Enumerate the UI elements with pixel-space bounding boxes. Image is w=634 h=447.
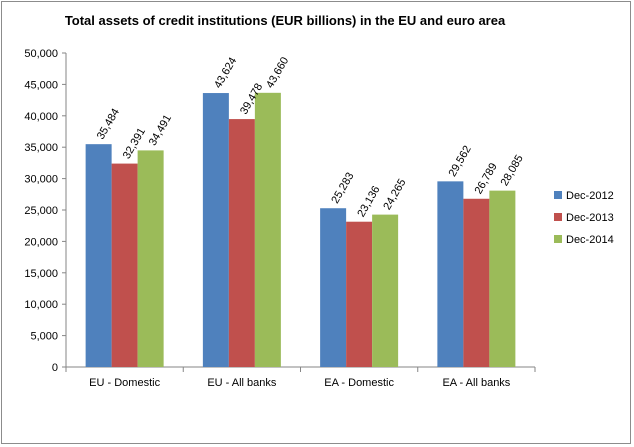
y-tick-label: 25,000	[24, 205, 58, 217]
y-tick-label: 5,000	[30, 331, 58, 343]
data-label: 23,136	[355, 184, 382, 219]
data-label: 43,624	[212, 55, 239, 90]
data-label: 25,283	[329, 171, 356, 206]
bars	[85, 92, 516, 368]
bar	[320, 208, 347, 367]
bar	[85, 144, 112, 367]
x-tick-label: EA - Domestic	[324, 377, 394, 389]
bar	[228, 119, 255, 368]
legend: Dec-2012 Dec-2013 Dec-2014	[554, 190, 614, 246]
legend-swatch	[554, 191, 562, 199]
bar	[463, 198, 490, 367]
data-label: 35,484	[95, 107, 122, 142]
bar	[254, 92, 281, 368]
data-label: 24,265	[381, 177, 408, 212]
y-tick-label: 40,000	[24, 111, 58, 123]
chart-title: Total assets of credit institutions (EUR…	[65, 13, 506, 28]
y-tick-label: 10,000	[24, 299, 58, 311]
bar	[111, 163, 138, 367]
data-label: 43,660	[264, 55, 291, 90]
y-tick-label: 20,000	[24, 236, 58, 248]
bar	[489, 190, 516, 367]
x-tick-label: EU - All banks	[207, 377, 277, 389]
bar	[202, 93, 229, 367]
y-tick-label: 30,000	[24, 174, 58, 186]
y-tick-label: 15,000	[24, 268, 58, 280]
bar	[137, 150, 164, 367]
legend-label: Dec-2013	[566, 212, 614, 224]
x-tick-label: EU - Domestic	[89, 377, 160, 389]
y-tick-label: 45,000	[24, 79, 58, 91]
y-tick-label: 50,000	[24, 48, 58, 60]
y-tick-label: 0	[52, 362, 58, 374]
bar	[372, 214, 399, 367]
y-tick-label: 35,000	[24, 142, 58, 154]
data-label: 28,085	[499, 153, 526, 188]
data-label: 34,491	[147, 113, 174, 148]
legend-label: Dec-2012	[566, 190, 614, 202]
legend-swatch	[554, 235, 562, 243]
data-label: 29,562	[447, 144, 474, 179]
legend-swatch	[554, 213, 562, 221]
bar	[346, 221, 373, 367]
x-tick-label: EA - All banks	[442, 377, 510, 389]
legend-label: Dec-2014	[566, 234, 614, 246]
bar	[437, 181, 464, 367]
